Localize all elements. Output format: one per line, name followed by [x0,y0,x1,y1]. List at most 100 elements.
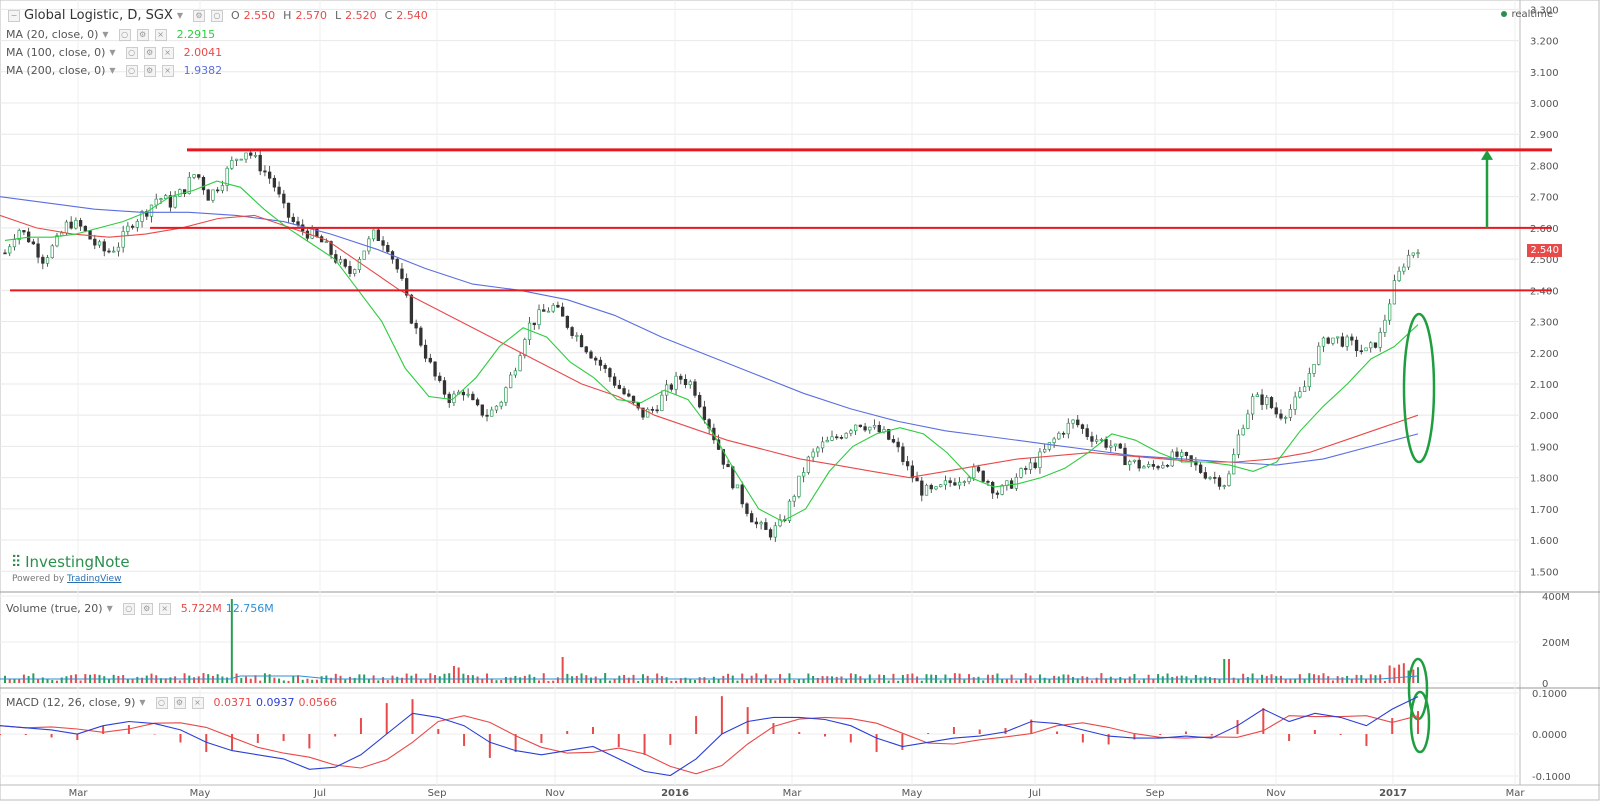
candle [1094,439,1099,442]
price-tick-label: 2.800 [1530,161,1559,172]
volume-bar [1005,679,1008,683]
candle [1236,434,1241,455]
macd-histogram-bar [1056,731,1059,734]
price-tick-label: 1.700 [1530,505,1559,516]
chevron-down-icon[interactable]: ▼ [109,48,116,57]
candle [1406,254,1411,268]
candle [296,221,300,226]
candle [12,239,17,248]
visibility-icon[interactable]: ○ [211,9,223,22]
price-tick-label: 3.200 [1530,37,1559,48]
volume-value-1: 5.722M [180,602,222,615]
macd-histogram-bar [1417,711,1419,734]
settings-icon[interactable]: ⚙ [143,64,156,77]
candle [641,407,645,418]
close-icon[interactable]: × [154,28,167,41]
volume-bar [1119,676,1122,683]
candle [414,322,418,329]
volume-bar [348,676,351,683]
volume-bar [249,678,252,683]
chevron-down-icon[interactable]: ▼ [176,11,183,20]
volume-bar [859,676,862,683]
chevron-down-icon[interactable]: ▼ [102,30,109,39]
time-tick-label: 2017 [1379,788,1407,799]
candle [201,177,206,191]
visibility-icon[interactable]: ○ [118,28,131,41]
candle [1387,303,1392,321]
close-icon[interactable]: × [191,696,204,709]
candle [121,231,125,248]
settings-icon[interactable]: ⚙ [136,28,149,41]
candle [116,246,121,252]
candle [924,484,929,496]
candle [1151,464,1156,467]
volume-bar [745,678,748,683]
chevron-down-icon[interactable]: ▼ [109,66,116,75]
close-icon[interactable]: × [158,602,171,615]
volume-bar [656,673,659,683]
collapse-icon[interactable]: − [8,9,20,22]
volume-bar [226,677,229,683]
candle [683,378,688,386]
status-dot-icon [1501,11,1508,17]
candle [466,393,470,396]
visibility-icon[interactable]: ○ [122,602,135,615]
visibility-icon[interactable]: ○ [125,64,138,77]
tradingview-link[interactable]: TradingView [67,574,122,584]
settings-icon[interactable]: ⚙ [193,9,205,22]
candle [442,380,447,395]
volume-bar [174,676,177,683]
volume-bar [1034,680,1037,683]
powered-by-prefix: Powered by [12,574,65,584]
close-icon[interactable]: × [161,64,174,77]
settings-icon[interactable]: ⚙ [173,696,186,709]
volume-bar [476,676,479,683]
volume-bar [1086,676,1089,683]
settings-icon[interactable]: ⚙ [143,46,156,59]
candle [669,384,673,390]
price-tick-label: 2.500 [1530,255,1559,266]
price-tick-label: 2.300 [1530,318,1559,329]
candle [253,154,258,157]
candle [627,393,631,397]
candle [329,241,333,255]
volume-bar [1365,679,1368,683]
ma20-line [4,180,1419,522]
volume-bar [627,677,630,683]
volume-bar [637,680,640,683]
volume-bar [495,680,498,683]
settings-icon[interactable]: ⚙ [140,602,153,615]
candle [811,451,815,458]
candle [36,243,40,258]
candle [78,220,83,227]
volume-bar [1223,659,1226,683]
candle [806,456,811,473]
chevron-down-icon[interactable]: ▼ [106,604,113,613]
volume-bar [736,680,739,683]
chevron-down-icon[interactable]: ▼ [139,698,146,707]
visibility-icon[interactable]: ○ [155,696,168,709]
candle [920,480,924,496]
price-tick-label: 1.800 [1530,474,1559,485]
candle [1090,436,1094,442]
candle [745,503,749,514]
candle [107,250,111,253]
volume-bar [783,678,786,683]
ma20-value: 2.2915 [176,28,216,41]
candle [646,408,650,418]
candle [1364,347,1368,352]
visibility-icon[interactable]: ○ [125,46,138,59]
volume-bar [51,680,54,683]
candle [1123,447,1127,466]
volume-bar [1275,676,1278,683]
candle [494,405,499,411]
close-icon[interactable]: × [161,46,174,59]
volume-bar [1294,678,1297,683]
macd-histogram-bar [256,734,259,743]
candle [69,221,73,229]
macd-tick-label: 0.0000 [1532,730,1567,741]
candle [1170,451,1174,467]
candle [991,481,995,494]
candle [622,388,626,395]
